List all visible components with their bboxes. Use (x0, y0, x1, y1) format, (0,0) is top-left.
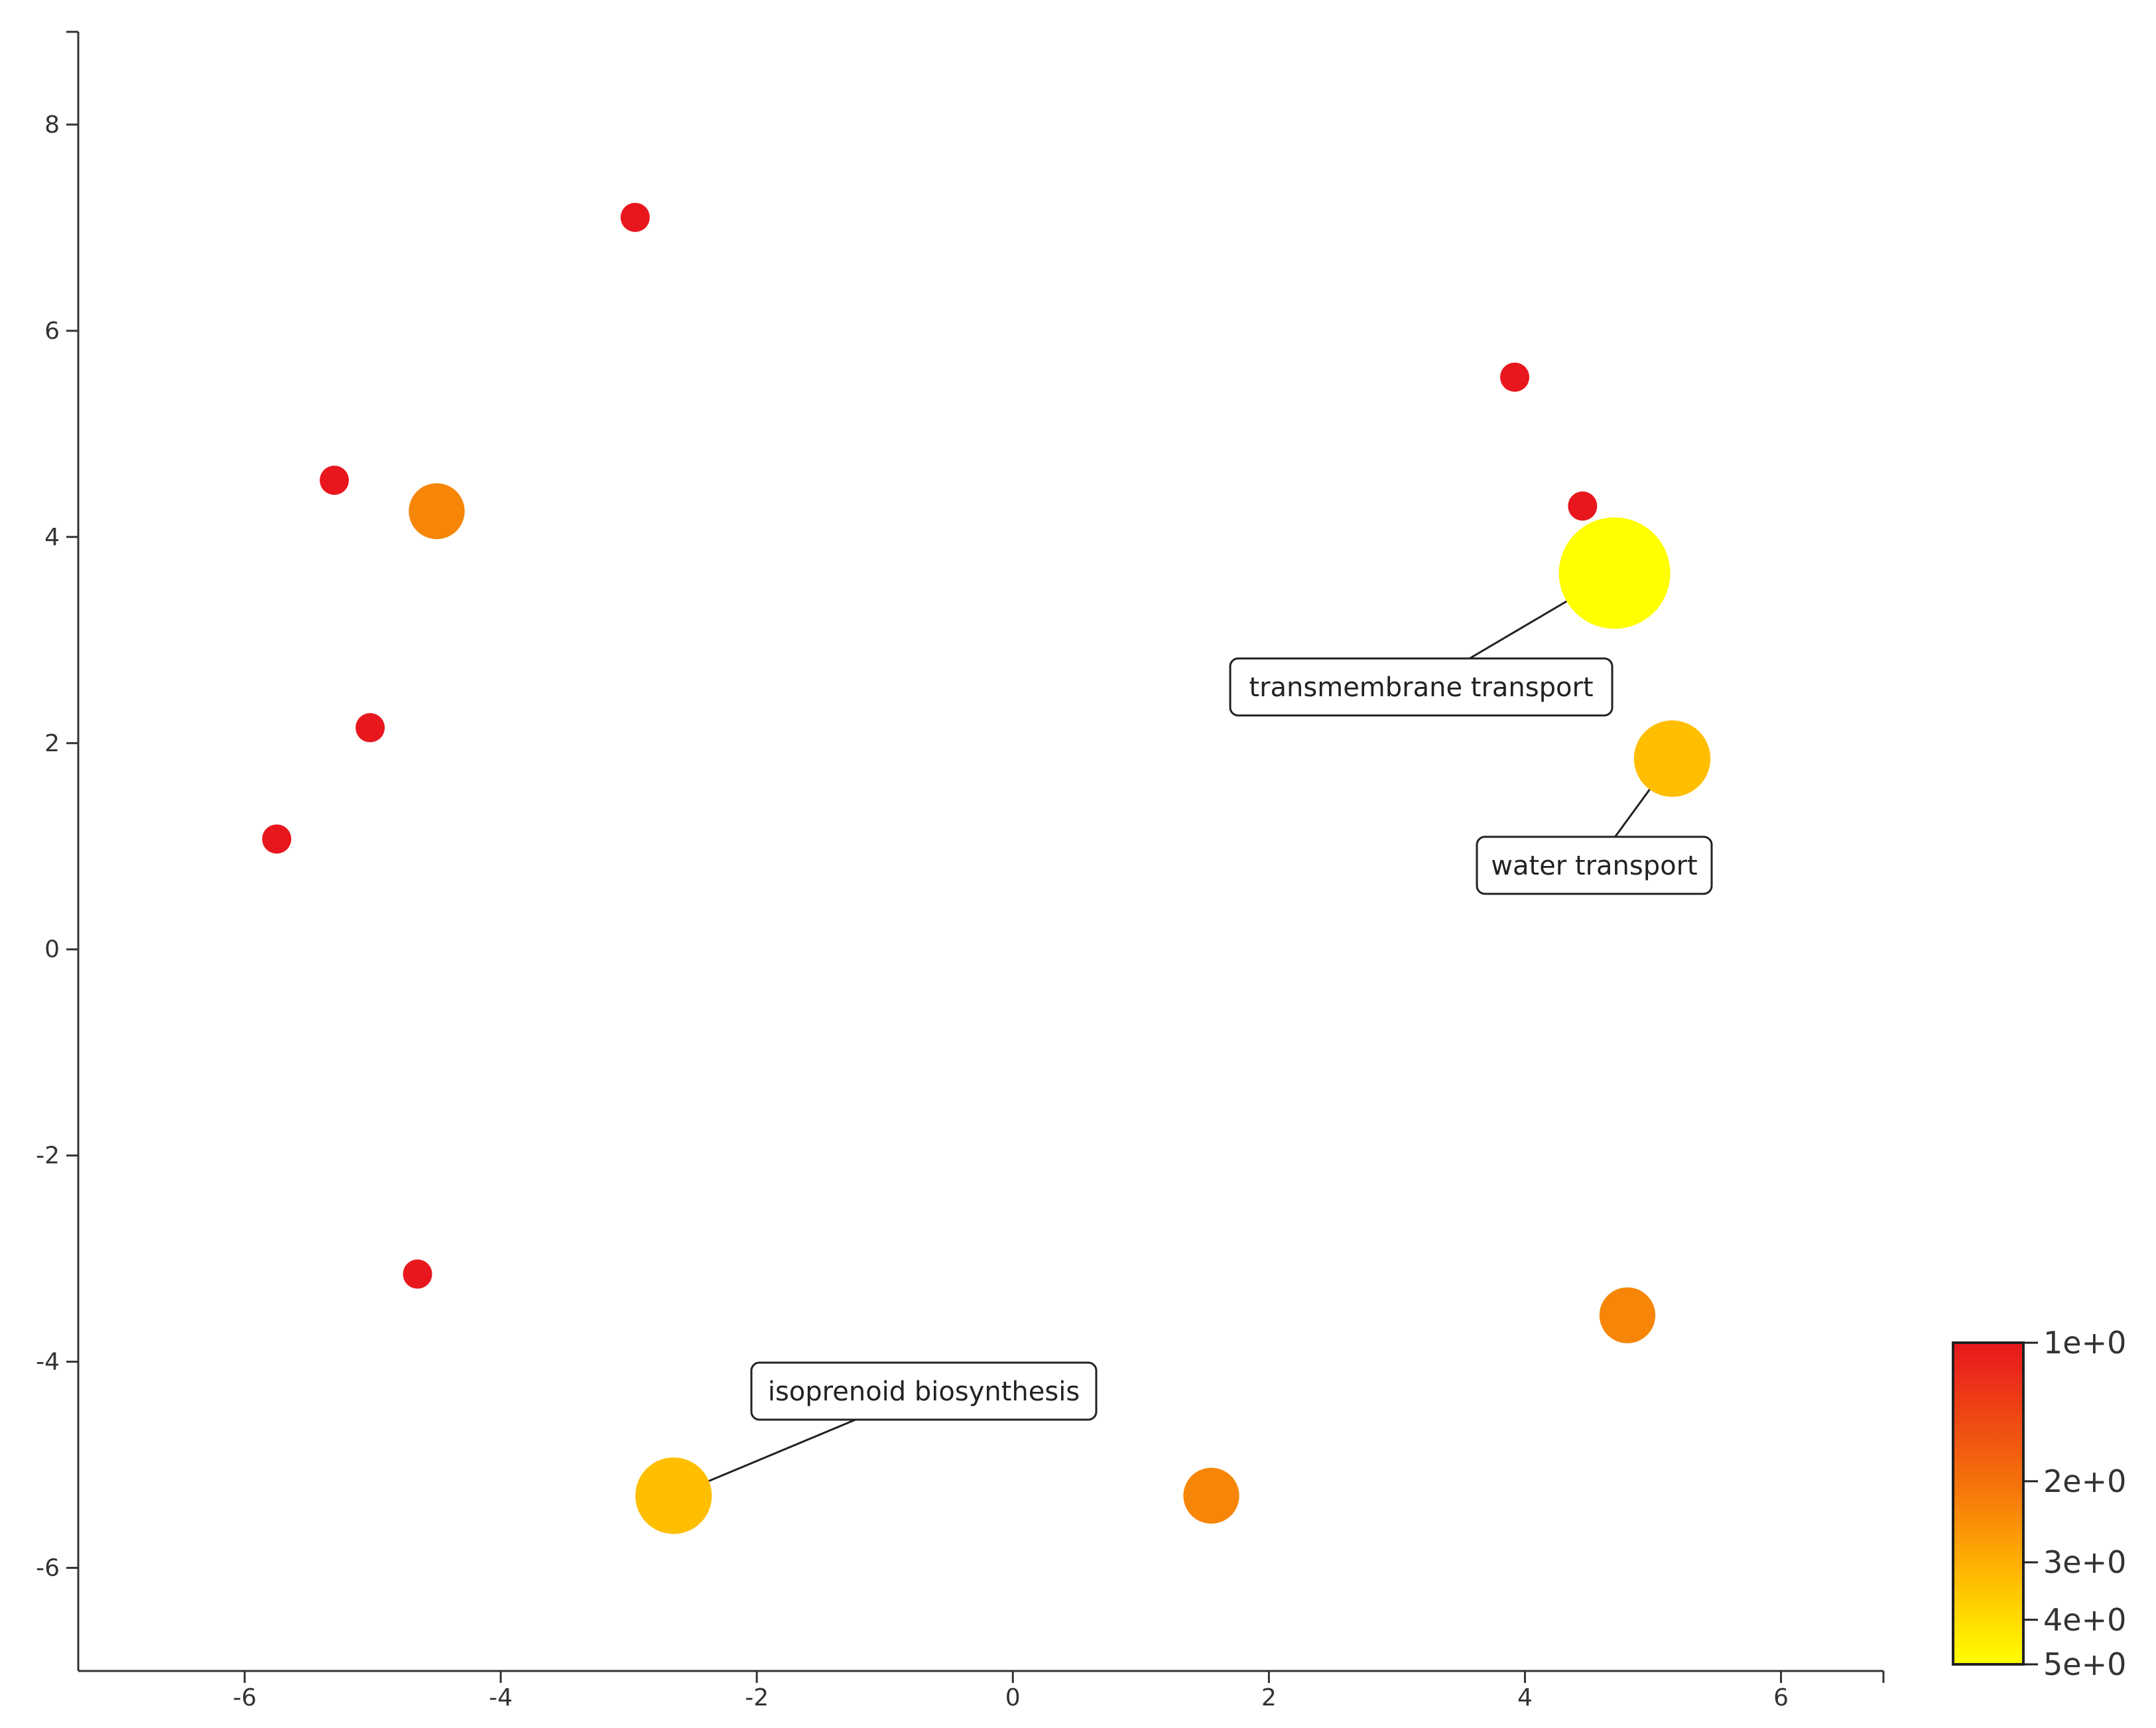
annotation-box (1229, 657, 1614, 717)
data-points (262, 202, 1711, 1534)
scatter-point (1599, 1287, 1656, 1343)
scatter-point (409, 483, 465, 540)
colorbar-gradient (1952, 1341, 2025, 1666)
x-tick-label: -6 (233, 1684, 257, 1711)
colorbar-tick-label: 4e+0 (2043, 1602, 2126, 1638)
scatter-point (620, 202, 650, 232)
scatter-point (355, 713, 385, 743)
annotation-box (1476, 835, 1713, 895)
y-tick-label: -4 (36, 1349, 60, 1376)
scatter-point (1500, 362, 1530, 392)
annotation-label: isoprenoid biosynthesis (768, 1377, 1080, 1407)
annotation-label: transmembrane transport (1249, 672, 1593, 703)
scatter-point (1568, 491, 1598, 521)
scatter-point (262, 824, 292, 854)
scatter-point (320, 465, 349, 495)
annotation-connector (1614, 788, 1651, 837)
annotations: transmembrane transport water transport is… (708, 600, 1713, 1482)
x-tick-label: -4 (489, 1684, 513, 1711)
colorbar-tick-label: 1e+0 (2043, 1325, 2126, 1361)
y-tick-label: 8 (44, 111, 60, 139)
annotation-connector (1469, 600, 1567, 660)
scatter-point (1633, 720, 1711, 797)
x-tick-label: 0 (1005, 1684, 1021, 1711)
y-tick-label: 4 (44, 524, 60, 551)
y-tick-label: 2 (44, 730, 60, 757)
annotation-box (750, 1361, 1098, 1421)
colorbar-tick-label: 5e+0 (2043, 1646, 2126, 1682)
x-tick-label: 2 (1261, 1684, 1277, 1711)
annotation-label: water transport (1491, 851, 1698, 881)
scatter-point (1183, 1467, 1239, 1524)
annotation-connector (708, 1418, 856, 1482)
scatter-point (403, 1259, 432, 1289)
y-tick-label: -6 (36, 1555, 60, 1582)
x-tick-label: 6 (1773, 1684, 1789, 1711)
colorbar: 1e+0 2e+0 3e+0 4e+0 5e+0 (1952, 1325, 2126, 1682)
x-tick-label: 4 (1517, 1684, 1533, 1711)
axes: 8 6 4 2 0 -2 -4 -6 -6 -4 -2 0 2 4 6 (36, 31, 1885, 1711)
x-tick-label: -2 (745, 1684, 769, 1711)
y-tick-label: 6 (44, 318, 60, 345)
colorbar-tick-label: 3e+0 (2043, 1544, 2126, 1580)
y-tick-label: 0 (44, 936, 60, 963)
y-tick-label: -2 (36, 1142, 60, 1170)
scatter-point (1558, 517, 1671, 629)
scatter-point (635, 1457, 712, 1534)
colorbar-tick-label: 2e+0 (2043, 1463, 2126, 1499)
